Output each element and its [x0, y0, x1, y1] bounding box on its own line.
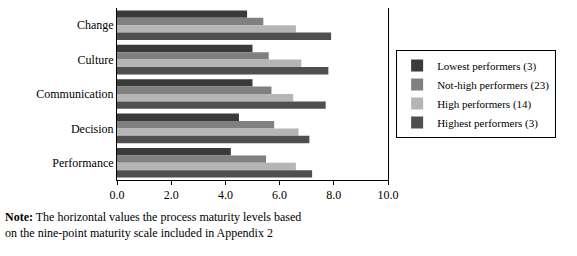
svg-text:10.0: 10.0	[378, 188, 399, 202]
svg-text:0.0: 0.0	[110, 188, 125, 202]
svg-text:Change: Change	[77, 18, 114, 32]
svg-text:2.0: 2.0	[164, 188, 179, 202]
svg-text:Not-high performers (23): Not-high performers (23)	[437, 79, 549, 92]
svg-text:Decision: Decision	[71, 122, 114, 136]
svg-text:Culture: Culture	[78, 53, 114, 67]
svg-text:Performance: Performance	[52, 156, 113, 170]
svg-text:6.0: 6.0	[272, 188, 287, 202]
svg-text:High performers (14): High performers (14)	[437, 98, 531, 111]
svg-text:Lowest performers (3): Lowest performers (3)	[437, 60, 536, 73]
svg-text:Communication: Communication	[36, 87, 113, 101]
svg-text:Note: The horizontal values th: Note: The horizontal values the process …	[5, 210, 301, 240]
svg-text:4.0: 4.0	[218, 188, 233, 202]
svg-text:8.0: 8.0	[326, 188, 341, 202]
svg-text:Highest performers (3): Highest performers (3)	[437, 117, 538, 130]
